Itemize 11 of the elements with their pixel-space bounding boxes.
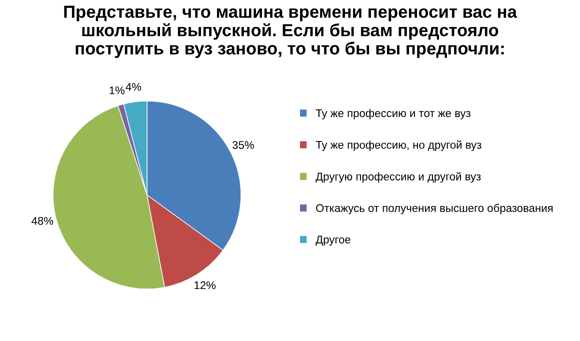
data-label: 48% <box>32 216 54 225</box>
legend-label: Откажусь от получения высшего образования <box>316 204 553 214</box>
data-label: 1% <box>110 86 125 94</box>
legend-label: Другое <box>316 236 350 246</box>
legend-label: Ту же профессию и тот же вуз <box>316 108 470 120</box>
chart-title: Представьте, что машина времени переносит вас на школьный выпускной. Если бы вам предстояло поступить в вуз заново, то что бы вы предпочли: <box>64 6 518 58</box>
data-label: 4% <box>126 83 142 91</box>
data-label: 35% <box>232 141 254 149</box>
data-label: 12% <box>194 281 216 290</box>
legend-label: Ту же профессию, но другой вуз <box>316 140 482 151</box>
legend-label: Другую профессию и другой вуз <box>316 172 481 183</box>
